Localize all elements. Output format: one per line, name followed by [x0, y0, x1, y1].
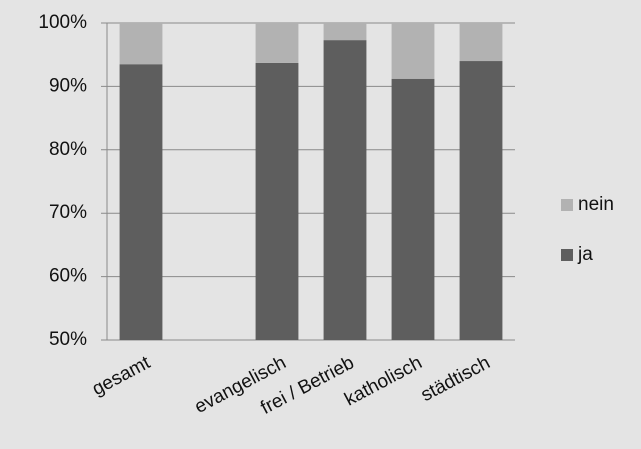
- y-tick-label: 60%: [49, 266, 87, 287]
- bar-segment: [255, 62, 299, 340]
- bar-segment: [459, 23, 503, 62]
- legend-label: ja: [577, 244, 593, 265]
- y-tick-label: 50%: [49, 329, 87, 350]
- x-tick-label: katholisch: [341, 352, 425, 410]
- y-tick-label: 100%: [38, 12, 87, 33]
- bar-segment: [323, 23, 367, 41]
- bar-segment: [391, 78, 435, 341]
- bar-segment: [391, 23, 435, 79]
- x-tick-label: gesamt: [89, 352, 155, 400]
- legend-label: nein: [578, 194, 614, 215]
- y-tick-label: 70%: [49, 202, 87, 223]
- y-tick-label: 80%: [49, 139, 87, 160]
- y-tick-label: 90%: [49, 75, 87, 96]
- bar-segment: [255, 23, 299, 63]
- bar-segment: [323, 40, 367, 340]
- bar-segment: [119, 23, 163, 65]
- legend-swatch: [561, 249, 573, 261]
- bar-segment: [459, 61, 503, 340]
- bar-segment: [119, 64, 163, 341]
- x-tick-label: städtisch: [418, 352, 494, 406]
- legend-swatch: [561, 199, 573, 211]
